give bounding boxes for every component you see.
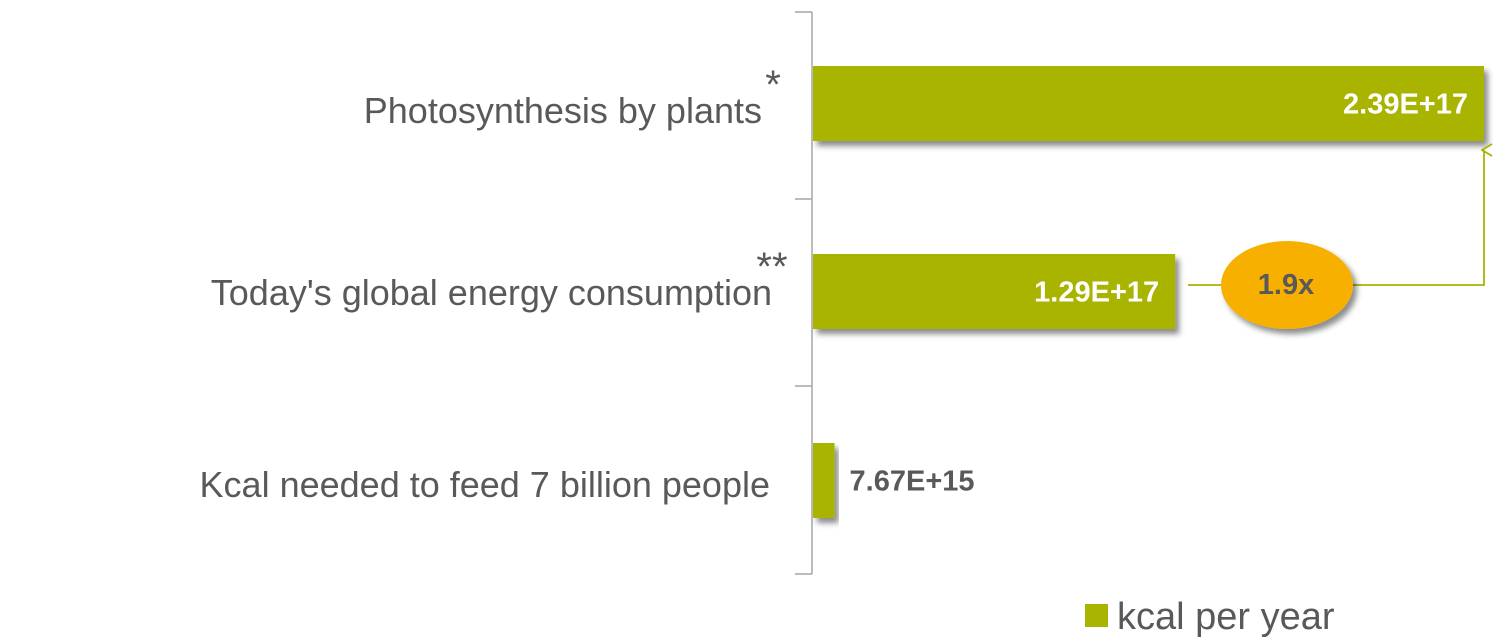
category-label-photosynthesis: Photosynthesis by plants bbox=[364, 90, 762, 131]
category-label-energy-consumption: Today's global energy consumption bbox=[211, 272, 772, 313]
bar-photosynthesis bbox=[813, 66, 1484, 141]
bar-energy-consumption bbox=[813, 254, 1176, 329]
footnote-mark-photosynthesis: * bbox=[765, 63, 781, 107]
ratio-annotation: 1.9x bbox=[1188, 150, 1484, 329]
data-label-photosynthesis: 2.39E+17 bbox=[1343, 89, 1468, 121]
legend-label: kcal per year bbox=[1117, 596, 1335, 638]
ratio-ellipse bbox=[1221, 241, 1353, 329]
footnote-mark-energy-consumption: ** bbox=[756, 245, 787, 289]
data-label-energy-consumption: 1.29E+17 bbox=[1034, 277, 1159, 309]
data-label-feed-people: 7.67E+15 bbox=[850, 466, 975, 498]
legend: kcal per year bbox=[1085, 596, 1335, 638]
legend-swatch bbox=[1085, 604, 1108, 627]
category-axis bbox=[795, 11, 813, 575]
bar-feed-people bbox=[813, 443, 835, 518]
category-label-feed-people: Kcal needed to feed 7 billion people bbox=[200, 464, 770, 505]
ratio-label: 1.9x bbox=[1258, 269, 1314, 301]
